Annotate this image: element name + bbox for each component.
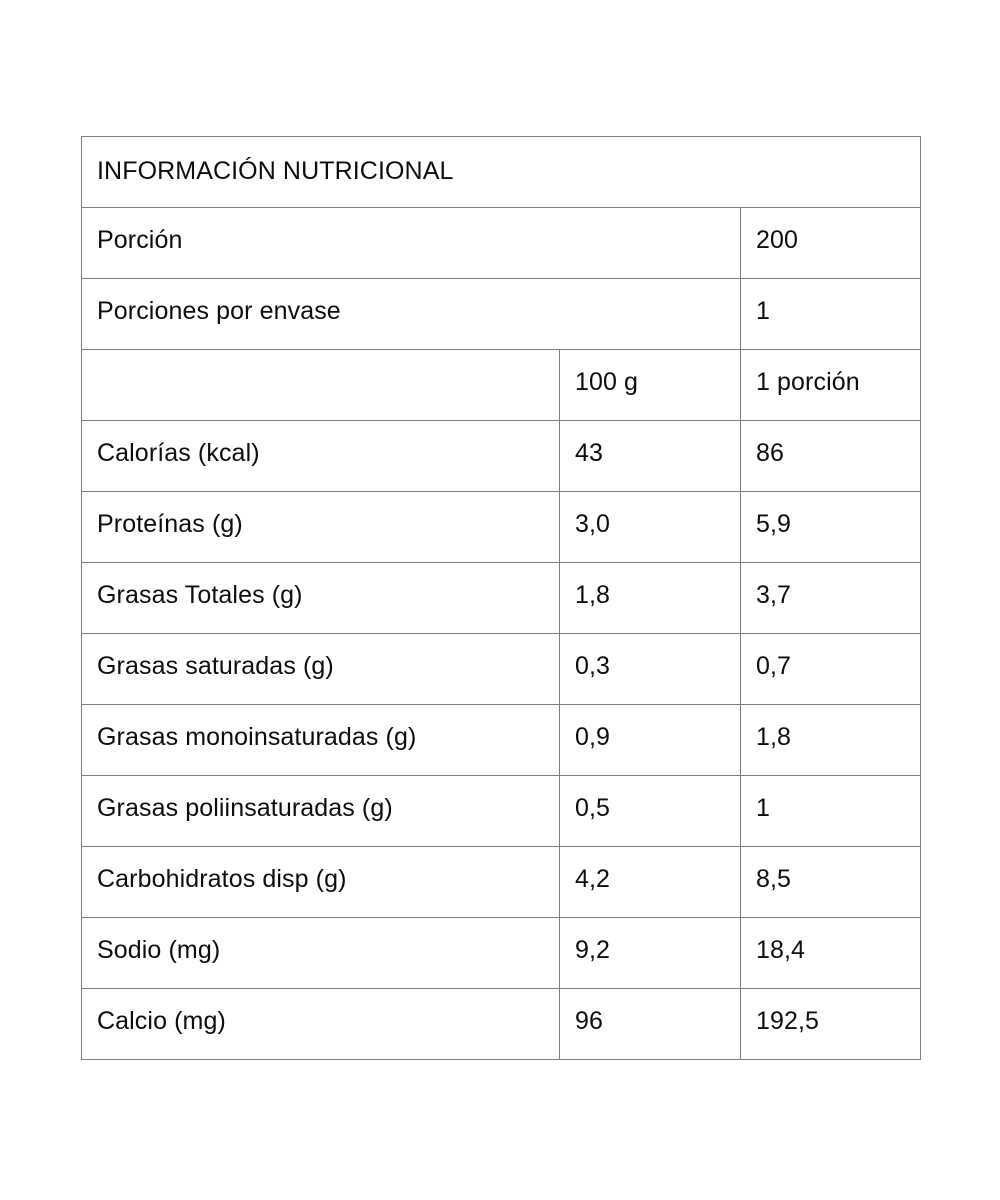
table-row: Sodio (mg) 9,2 18,4 xyxy=(81,917,922,989)
table-column-header-row: 100 g 1 porción xyxy=(81,349,922,421)
table-row: Grasas Totales (g) 1,8 3,7 xyxy=(81,562,922,634)
nutrient-value-per-serving: 8,5 xyxy=(739,846,922,918)
nutrient-value-per-100g: 0,5 xyxy=(559,775,741,847)
page-title: INFORMACIÓN NUTRICIONAL xyxy=(80,136,922,208)
column-header-nutrient xyxy=(81,349,560,421)
nutrient-value-per-100g: 0,3 xyxy=(559,633,741,705)
nutrient-value-per-serving: 86 xyxy=(739,420,922,492)
nutrient-value-per-serving: 18,4 xyxy=(739,917,922,989)
nutrient-value-per-serving: 1 xyxy=(739,775,922,847)
nutrient-value-per-100g: 9,2 xyxy=(559,917,741,989)
servings-per-package-value: 1 xyxy=(739,278,922,350)
nutrient-value-per-serving: 3,7 xyxy=(739,562,922,634)
nutrient-value-per-100g: 3,0 xyxy=(559,491,741,563)
nutrient-value-per-100g: 43 xyxy=(559,420,741,492)
nutrient-value-per-100g: 96 xyxy=(559,988,741,1060)
nutrient-label: Grasas saturadas (g) xyxy=(81,633,560,705)
nutrient-label: Grasas Totales (g) xyxy=(81,562,560,634)
column-header-per-serving: 1 porción xyxy=(739,349,922,421)
nutrient-label: Carbohidratos disp (g) xyxy=(81,846,560,918)
table-row: Carbohidratos disp (g) 4,2 8,5 xyxy=(81,846,922,918)
nutrition-table-body: INFORMACIÓN NUTRICIONAL Porción 200 Porc… xyxy=(80,136,922,1060)
table-row: Grasas monoinsaturadas (g) 0,9 1,8 xyxy=(81,704,922,776)
serving-size-value: 200 xyxy=(739,207,922,279)
table-row: Grasas saturadas (g) 0,3 0,7 xyxy=(81,633,922,705)
table-row: Calcio (mg) 96 192,5 xyxy=(81,988,922,1060)
nutrient-value-per-serving: 0,7 xyxy=(739,633,922,705)
nutrient-label: Proteínas (g) xyxy=(81,491,560,563)
servings-per-package-label: Porciones por envase xyxy=(81,278,741,350)
nutrition-facts-table: INFORMACIÓN NUTRICIONAL Porción 200 Porc… xyxy=(80,136,922,1060)
nutrient-value-per-100g: 1,8 xyxy=(559,562,741,634)
nutrient-value-per-serving: 192,5 xyxy=(739,988,922,1060)
serving-size-label: Porción xyxy=(81,207,741,279)
table-row: Calorías (kcal) 43 86 xyxy=(81,420,922,492)
nutrient-label: Calcio (mg) xyxy=(81,988,560,1060)
nutrient-value-per-serving: 1,8 xyxy=(739,704,922,776)
nutrient-label: Calorías (kcal) xyxy=(81,420,560,492)
column-header-per-100g: 100 g xyxy=(559,349,741,421)
nutrient-value-per-100g: 4,2 xyxy=(559,846,741,918)
nutrition-table-container: INFORMACIÓN NUTRICIONAL Porción 200 Porc… xyxy=(80,136,922,1060)
table-row: Grasas poliinsaturadas (g) 0,5 1 xyxy=(81,775,922,847)
nutrient-label: Grasas poliinsaturadas (g) xyxy=(81,775,560,847)
nutrient-value-per-serving: 5,9 xyxy=(739,491,922,563)
table-title-row: INFORMACIÓN NUTRICIONAL xyxy=(80,136,922,208)
table-row-serving-size: Porción 200 xyxy=(81,207,922,279)
table-row: Proteínas (g) 3,0 5,9 xyxy=(81,491,922,563)
table-row-servings-per-package: Porciones por envase 1 xyxy=(81,278,922,350)
nutrient-label: Sodio (mg) xyxy=(81,917,560,989)
nutrient-value-per-100g: 0,9 xyxy=(559,704,741,776)
nutrient-label: Grasas monoinsaturadas (g) xyxy=(81,704,560,776)
